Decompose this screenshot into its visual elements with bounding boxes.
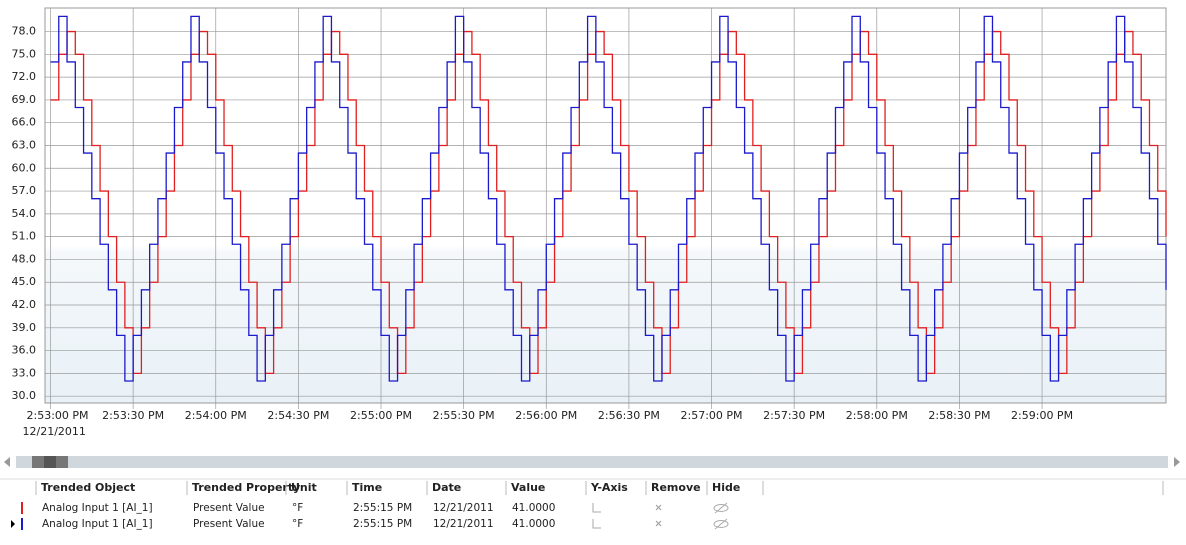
- y-axis-icon[interactable]: [592, 503, 601, 513]
- column-header[interactable]: Hide: [712, 481, 740, 494]
- table-cell: 41.0000: [512, 518, 555, 530]
- column-header[interactable]: Y-Axis: [590, 481, 628, 494]
- column-header[interactable]: Trended Object: [41, 481, 135, 494]
- remove-icon[interactable]: [655, 504, 662, 511]
- column-header[interactable]: Unit: [291, 481, 317, 494]
- y-tick-label: 69.0: [12, 93, 37, 106]
- y-tick-label: 39.0: [12, 321, 37, 334]
- table-cell: Analog Input 1 [AI_1]: [42, 502, 153, 514]
- scroll-right[interactable]: [1174, 457, 1180, 467]
- scroll-left[interactable]: [4, 457, 10, 467]
- table-cell: °F: [292, 502, 303, 514]
- y-tick-label: 60.0: [12, 161, 37, 174]
- hide-icon-slash: [714, 518, 728, 530]
- scroll-thumb-grip: [44, 456, 56, 468]
- x-tick-label: 2:57:00 PM: [681, 409, 743, 422]
- row-selector: [11, 520, 15, 528]
- series-line: [50, 30, 1167, 375]
- table-cell: Present Value: [193, 518, 265, 530]
- y-tick-label: 54.0: [12, 207, 37, 220]
- x-tick-label: 2:56:30 PM: [598, 409, 660, 422]
- scroll-track[interactable]: [16, 456, 1168, 468]
- remove-icon[interactable]: [655, 520, 662, 527]
- column-header[interactable]: Value: [511, 481, 545, 494]
- x-tick-label: 2:58:30 PM: [928, 409, 990, 422]
- x-tick-label: 2:58:00 PM: [846, 409, 908, 422]
- series-swatch: [21, 502, 23, 514]
- table-cell: 2:55:15 PM: [353, 518, 412, 530]
- x-tick-label: 2:53:30 PM: [102, 409, 164, 422]
- y-tick-label: 66.0: [12, 116, 37, 129]
- column-header[interactable]: Date: [432, 481, 461, 494]
- column-header[interactable]: Trended Property: [192, 481, 300, 494]
- x-tick-label: 2:54:00 PM: [185, 409, 247, 422]
- x-tick-label: 2:54:30 PM: [267, 409, 329, 422]
- hide-icon[interactable]: [713, 520, 729, 528]
- table-cell: 41.0000: [512, 502, 555, 514]
- x-tick-label: 2:59:00 PM: [1011, 409, 1073, 422]
- table-cell: 12/21/2011: [433, 518, 494, 530]
- y-tick-label: 63.0: [12, 138, 37, 151]
- hide-icon-slash: [714, 502, 728, 514]
- x-tick-label: 2:55:00 PM: [350, 409, 412, 422]
- table-cell: 2:55:15 PM: [353, 502, 412, 514]
- table-cell: °F: [292, 518, 303, 530]
- x-tick-label: 2:57:30 PM: [763, 409, 825, 422]
- y-tick-label: 57.0: [12, 184, 37, 197]
- x-tick-label: 2:53:00 PM: [27, 409, 89, 422]
- y-tick-label: 78.0: [12, 25, 37, 38]
- plot-area: [44, 7, 1167, 404]
- column-header[interactable]: Remove: [651, 481, 701, 494]
- x-tick-label: 2:55:30 PM: [433, 409, 495, 422]
- y-tick-label: 48.0: [12, 252, 37, 265]
- y-tick-label: 75.0: [12, 47, 37, 60]
- y-tick-label: 30.0: [12, 389, 37, 402]
- series-swatch: [21, 518, 23, 530]
- x-tick-label: 2:56:00 PM: [515, 409, 577, 422]
- y-tick-label: 36.0: [12, 344, 37, 357]
- y-tick-label: 33.0: [12, 366, 37, 379]
- table-cell: 12/21/2011: [433, 502, 494, 514]
- y-tick-label: 45.0: [12, 275, 37, 288]
- series-line: [50, 15, 1167, 382]
- hide-icon[interactable]: [713, 504, 729, 512]
- y-axis-icon[interactable]: [592, 519, 601, 529]
- table-cell: Analog Input 1 [AI_1]: [42, 518, 153, 530]
- column-header[interactable]: Time: [352, 481, 382, 494]
- y-tick-label: 72.0: [12, 70, 37, 83]
- x-date-label: 12/21/2011: [23, 425, 86, 438]
- y-tick-label: 51.0: [12, 230, 37, 243]
- y-tick-label: 42.0: [12, 298, 37, 311]
- table-cell: Present Value: [193, 502, 265, 514]
